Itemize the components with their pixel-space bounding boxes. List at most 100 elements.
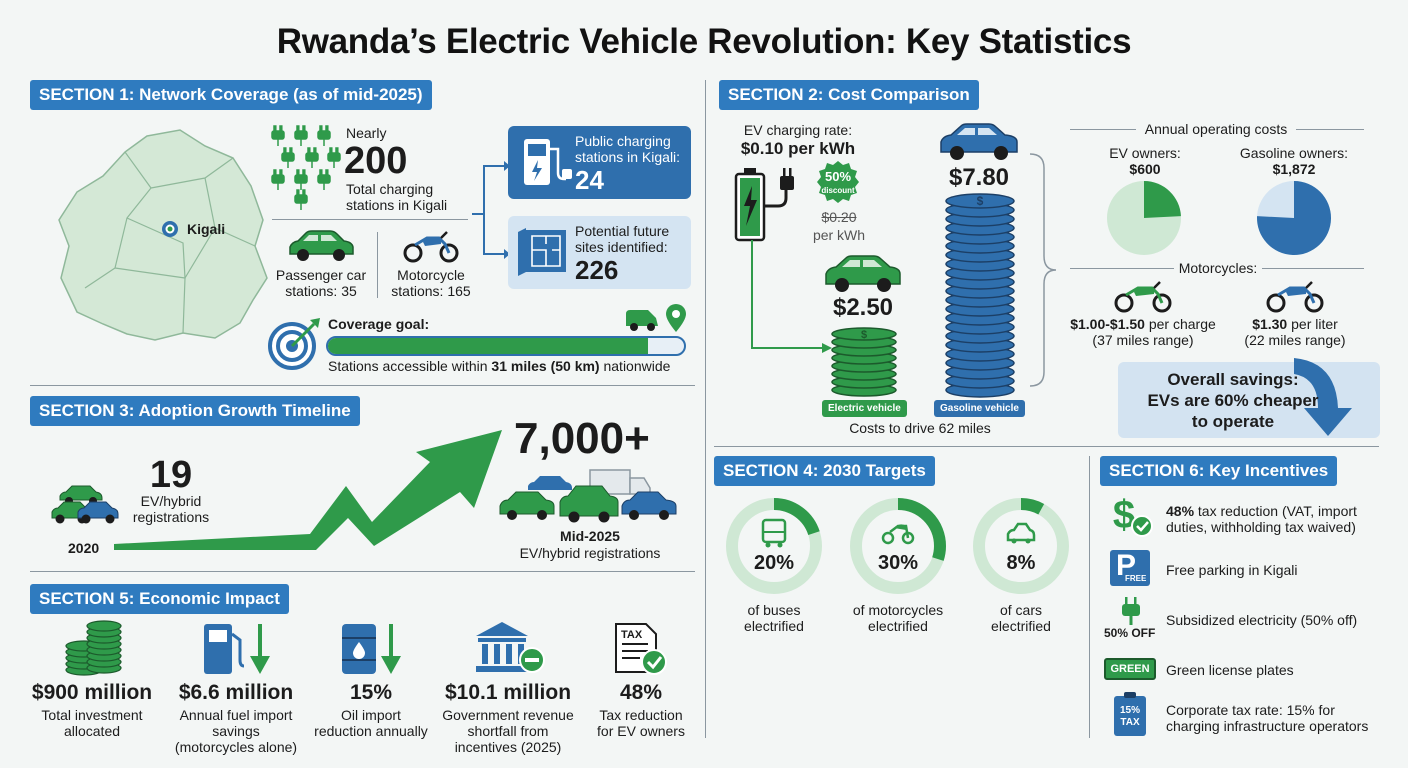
oil-barrel-down-icon: [342, 624, 401, 674]
total-prefix: Nearly: [346, 125, 387, 141]
divider-s2-s4: [714, 446, 1379, 447]
future-sites-value: 226: [575, 255, 619, 285]
target-ring-fill: [726, 498, 822, 594]
moto-gas-range: (22 miles range): [1244, 332, 1346, 348]
coins-stack-icon: [65, 620, 122, 676]
charging-plugs-icon: [271, 125, 341, 210]
ev-cost: $2.50: [832, 294, 894, 321]
annual-title: Annual operating costs: [1144, 121, 1288, 137]
econ-value: 15%: [349, 681, 393, 704]
corp-badge-2: TAX: [1120, 717, 1140, 728]
coverage-goal-label: Coverage goal:: [328, 316, 430, 332]
bank-minus-icon: [476, 622, 545, 673]
coverage-goal-text: Stations accessible within 31 miles (50 …: [328, 358, 671, 374]
future-sites-card: Potential future sites identified: 226: [508, 216, 691, 289]
target-ring: [973, 498, 1069, 594]
incentive-electricity: Subsidized electricity (50% off): [1166, 612, 1358, 628]
svg-text:$: $: [861, 329, 867, 341]
target-ring-fill: [973, 498, 1069, 594]
blue-coin-stack-icon: $: [945, 193, 1015, 398]
vehicle-fleet-icon: [499, 469, 677, 523]
divider-s1-s3: [30, 385, 695, 386]
annual-line-right: [1296, 129, 1364, 130]
target-caption-2: electrified: [744, 618, 804, 634]
car-stations-value: stations: 35: [285, 283, 357, 299]
incentive-tax-line-2: duties, withholding tax waived): [1166, 519, 1356, 535]
moto-stations-caption: Motorcycle: [397, 267, 465, 283]
blueprint-icon: [518, 228, 566, 276]
drive-caption: Costs to drive 62 miles: [849, 420, 991, 436]
ev-owners-label: EV owners:: [1109, 145, 1181, 161]
rwanda-map: [58, 129, 268, 341]
divider-total: [272, 219, 468, 220]
econ-caption-1: Government revenue: [442, 707, 574, 723]
future-caption-2: sites identified:: [575, 239, 668, 255]
incentive-parking: Free parking in Kigali: [1166, 562, 1298, 578]
econ-value: $6.6 million: [178, 681, 294, 704]
econ-caption-3: (motorcycles alone): [174, 739, 298, 755]
target-ring-fill: [850, 498, 946, 594]
econ-value: $900 million: [31, 681, 153, 704]
ev-owners-value: $600: [1129, 161, 1161, 177]
public-caption-1: Public charging: [575, 133, 671, 149]
future-caption-1: Potential future: [575, 223, 670, 239]
total-caption-1: Total charging: [346, 181, 434, 197]
charging-station-icon: [524, 139, 572, 185]
gas-pie-slice: [1257, 181, 1332, 255]
divider-s3-s5: [30, 571, 695, 572]
parking-badge: FREE: [1125, 574, 1147, 583]
end-caption: EV/hybrid registrations: [519, 545, 661, 561]
econ-value: $10.1 million: [444, 681, 572, 704]
moto-gas-cost: $1.30 per liter: [1252, 316, 1338, 332]
econ-caption-3: incentives (2025): [454, 739, 562, 755]
plates-badge: GREEN: [1110, 663, 1150, 675]
rate-to-ev-arrow: [751, 240, 832, 353]
tax-doc-word: TAX: [621, 629, 643, 641]
divider-car-moto: [377, 232, 378, 298]
car-icon: [1006, 522, 1036, 544]
old-rate: $0.20: [821, 209, 857, 225]
moto-stations-value: stations: 165: [391, 283, 471, 299]
tax-document-icon: [615, 623, 667, 675]
fuel-pump-down-icon: [204, 624, 270, 674]
car-stations-caption: Passenger car: [275, 267, 367, 283]
target-value: 20%: [753, 552, 795, 574]
van-pin-icon: [626, 304, 686, 332]
motorcycle-icon: [403, 231, 459, 263]
section-2-header: SECTION 2: Cost Comparison: [719, 80, 979, 110]
econ-caption-2: shortfall from: [467, 723, 549, 739]
savings-line-2: EVs are 60% cheaper: [1147, 391, 1319, 410]
econ-caption-1: Total investment: [41, 707, 143, 723]
svg-text:$: $: [977, 194, 984, 208]
gas-tag: Gasoline vehicle: [934, 400, 1025, 417]
gas-owners-value: $1,872: [1272, 161, 1316, 177]
public-stations-value: 24: [575, 165, 604, 195]
target-value: 30%: [877, 552, 919, 574]
moto-title: Motorcycles:: [1178, 260, 1258, 276]
incentive-corp-2: charging infrastructure operators: [1166, 718, 1369, 734]
econ-caption-1: Annual fuel import: [179, 707, 293, 723]
target-caption-1: of motorcycles: [852, 602, 944, 618]
target-value: 8%: [1006, 552, 1036, 574]
section-6-header: SECTION 6: Key Incentives: [1100, 456, 1338, 486]
ev-pie-slice: [1144, 181, 1181, 218]
coverage-goal-bar: [326, 336, 686, 356]
moto-line-right: [1262, 268, 1364, 269]
coverage-goal-fill: [328, 338, 649, 354]
econ-value: 48%: [619, 681, 663, 704]
gas-cost: $7.80: [948, 164, 1010, 191]
savings-line-1: Overall savings:: [1167, 370, 1299, 389]
savings-line-3: to operate: [1191, 412, 1275, 431]
econ-caption-2: savings: [212, 723, 260, 739]
econ-caption-1: Oil import: [341, 707, 401, 723]
green-plate-icon: GREEN: [1104, 658, 1156, 680]
divider-s4-s6: [1089, 456, 1090, 738]
target-icon: [268, 318, 320, 370]
gas-owners-label: Gasoline owners:: [1239, 145, 1349, 161]
moto-ev-range: (37 miles range): [1092, 332, 1194, 348]
econ-caption-2: for EV owners: [597, 723, 685, 739]
section-1-header: SECTION 1: Network Coverage (as of mid-2…: [30, 80, 432, 110]
discount-badge-icon: [817, 161, 859, 203]
bus-icon: [761, 518, 787, 548]
old-rate-unit: per kWh: [812, 227, 866, 243]
